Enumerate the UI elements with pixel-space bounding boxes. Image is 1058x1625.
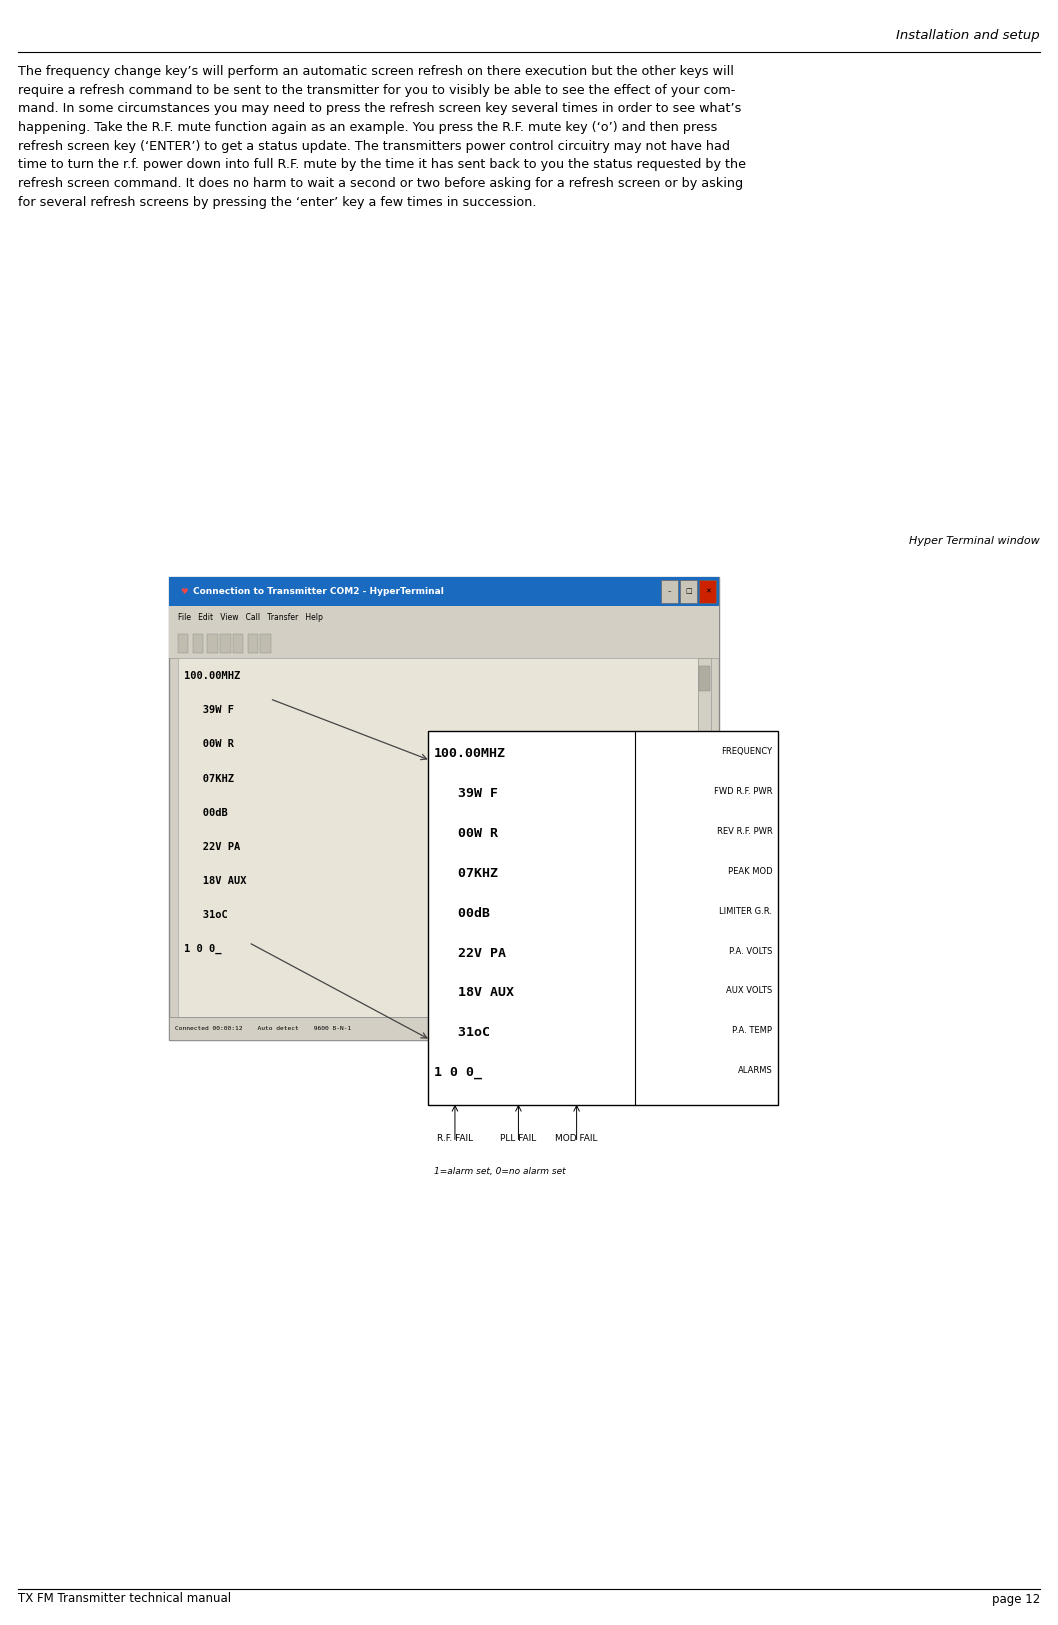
Text: ✕: ✕ <box>705 588 711 595</box>
Text: □: □ <box>686 588 692 595</box>
Text: R.F. FAIL: R.F. FAIL <box>437 1134 473 1144</box>
Text: 31oC: 31oC <box>434 1027 490 1040</box>
Text: refresh screen command. It does no harm to wait a second or two before asking fo: refresh screen command. It does no harm … <box>18 177 743 190</box>
Text: File   Edit   View   Call   Transfer   Help: File Edit View Call Transfer Help <box>178 613 323 622</box>
Text: FREQUENCY: FREQUENCY <box>722 748 772 757</box>
Bar <box>169 577 719 606</box>
Text: Connection to Transmitter COM2 - HyperTerminal: Connection to Transmitter COM2 - HyperTe… <box>193 587 443 596</box>
Text: ♥: ♥ <box>180 587 187 596</box>
Text: refresh screen key (‘ENTER’) to get a status update. The transmitters power cont: refresh screen key (‘ENTER’) to get a st… <box>18 140 730 153</box>
Text: 22V PA: 22V PA <box>184 842 240 852</box>
Text: require a refresh command to be sent to the transmitter for you to visibly be ab: require a refresh command to be sent to … <box>18 83 735 98</box>
Text: time to turn the r.f. power down into full R.F. mute by the time it has sent bac: time to turn the r.f. power down into fu… <box>18 158 746 171</box>
Bar <box>699 580 716 603</box>
Bar <box>680 580 697 603</box>
Bar <box>661 580 678 603</box>
Text: 1 0 0_: 1 0 0_ <box>434 1066 481 1079</box>
Bar <box>699 666 710 691</box>
Bar <box>248 634 258 653</box>
Text: 31oC: 31oC <box>184 910 227 920</box>
Bar <box>178 658 698 1017</box>
Text: 18V AUX: 18V AUX <box>434 986 514 999</box>
Text: 22V PA: 22V PA <box>434 946 506 959</box>
Bar <box>428 731 778 1105</box>
Bar <box>169 606 719 629</box>
Text: 00W R: 00W R <box>184 739 234 749</box>
Text: Connected 00:00:12    Auto detect    9600 8-N-1: Connected 00:00:12 Auto detect 9600 8-N-… <box>175 1025 351 1032</box>
Text: PLL FAIL: PLL FAIL <box>500 1134 536 1144</box>
Text: The frequency change key’s will perform an automatic screen refresh on there exe: The frequency change key’s will perform … <box>18 65 734 78</box>
Text: 00dB: 00dB <box>184 808 227 817</box>
Text: FWD R.F. PWR: FWD R.F. PWR <box>714 786 772 796</box>
Bar <box>233 634 243 653</box>
Text: MOD FAIL: MOD FAIL <box>555 1134 598 1144</box>
Bar <box>169 629 719 658</box>
Text: page 12: page 12 <box>991 1592 1040 1606</box>
Text: TX FM Transmitter technical manual: TX FM Transmitter technical manual <box>18 1592 231 1606</box>
Bar <box>178 634 188 653</box>
Text: 100.00MHZ: 100.00MHZ <box>434 748 506 760</box>
Bar <box>169 577 719 1040</box>
Text: PEAK MOD: PEAK MOD <box>728 868 772 876</box>
Text: 18V AUX: 18V AUX <box>184 876 247 886</box>
Text: REV R.F. PWR: REV R.F. PWR <box>716 827 772 837</box>
Bar <box>220 634 231 653</box>
Bar <box>698 658 711 1017</box>
Text: 100.00MHZ: 100.00MHZ <box>184 671 240 681</box>
Text: 07KHZ: 07KHZ <box>434 868 497 881</box>
Text: Hyper Terminal window: Hyper Terminal window <box>909 536 1040 546</box>
Text: 00dB: 00dB <box>434 907 490 920</box>
Text: mand. In some circumstances you may need to press the refresh screen key several: mand. In some circumstances you may need… <box>18 102 742 115</box>
Text: 1 0 0_: 1 0 0_ <box>184 944 221 954</box>
Text: 07KHZ: 07KHZ <box>184 774 234 783</box>
Bar <box>207 634 218 653</box>
Text: P.A. VOLTS: P.A. VOLTS <box>729 946 772 955</box>
Bar <box>260 634 271 653</box>
Text: for several refresh screens by pressing the ‘enter’ key a few times in successio: for several refresh screens by pressing … <box>18 195 536 208</box>
Text: happening. Take the R.F. mute function again as an example. You press the R.F. m: happening. Take the R.F. mute function a… <box>18 122 717 135</box>
Text: LIMITER G.R.: LIMITER G.R. <box>719 907 772 916</box>
Text: Installation and setup: Installation and setup <box>896 29 1040 42</box>
Bar <box>193 634 203 653</box>
Text: P.A. TEMP: P.A. TEMP <box>732 1027 772 1035</box>
Text: 39W F: 39W F <box>184 705 234 715</box>
Text: AUX VOLTS: AUX VOLTS <box>726 986 772 996</box>
Text: 1=alarm set, 0=no alarm set: 1=alarm set, 0=no alarm set <box>434 1167 565 1176</box>
Text: 39W F: 39W F <box>434 786 497 800</box>
Text: –: – <box>668 588 672 595</box>
Text: ALARMS: ALARMS <box>737 1066 772 1076</box>
Text: 00W R: 00W R <box>434 827 497 840</box>
Bar <box>169 1017 719 1040</box>
